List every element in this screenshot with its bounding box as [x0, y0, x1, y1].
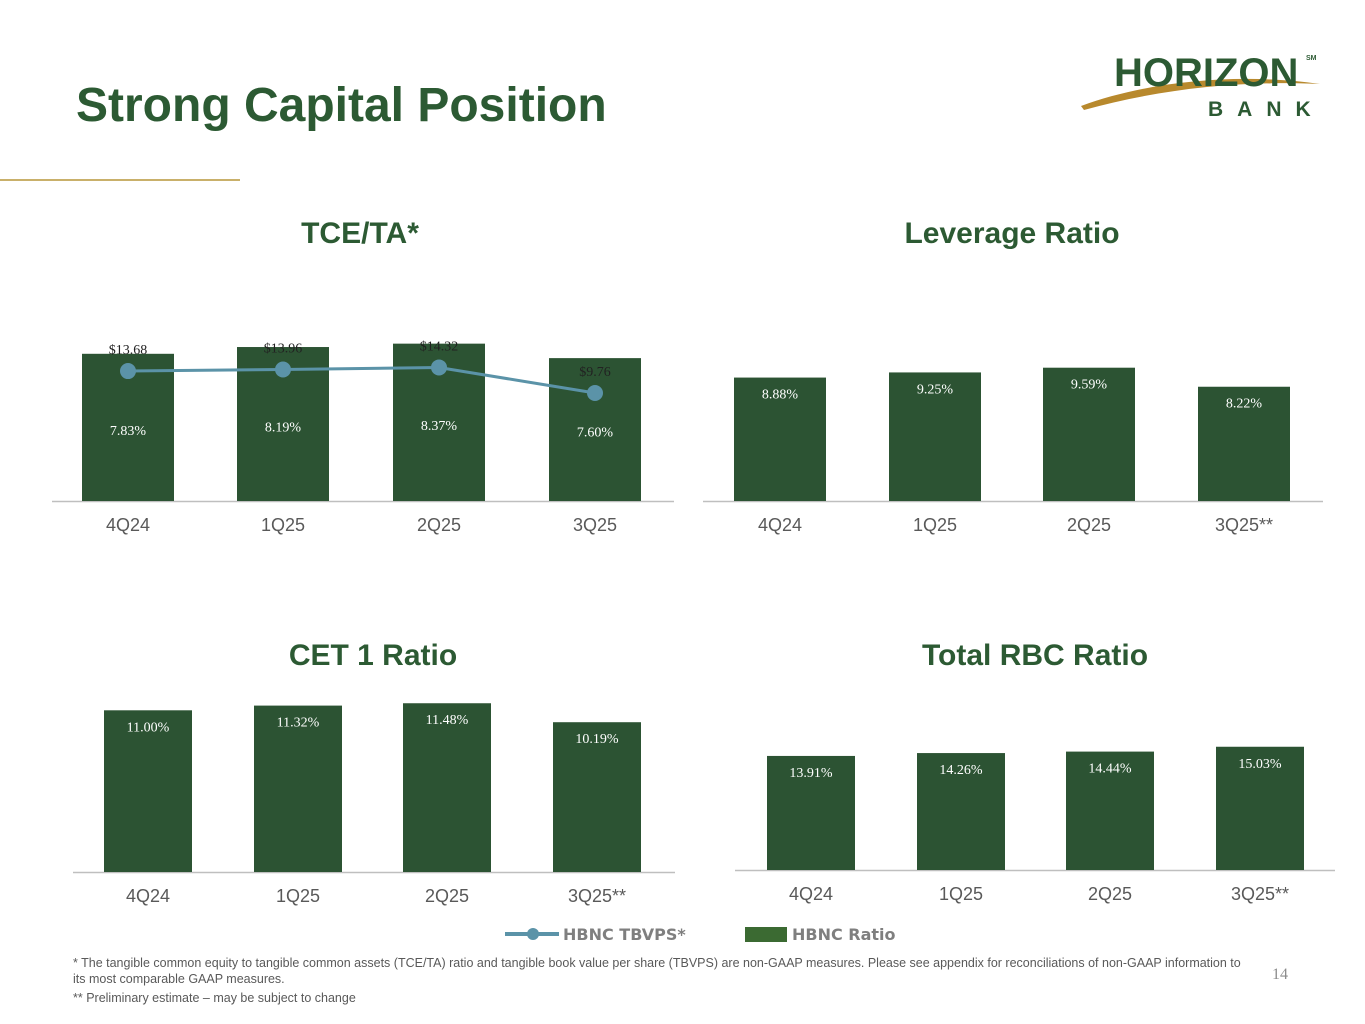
- line-marker-icon: [505, 928, 559, 940]
- legend-line-label: HBNC TBVPS*: [563, 924, 686, 944]
- title-underline: [0, 179, 240, 181]
- rbc-bar-label: 15.03%: [1238, 757, 1282, 772]
- rbc-bar-4Q24: [767, 755, 855, 870]
- tce-bar-label: 7.60%: [577, 426, 614, 441]
- leverage-bar-2Q25: [1043, 367, 1135, 501]
- cet1-tick-label: 2Q25: [425, 886, 469, 906]
- rbc-bar-2Q25: [1066, 751, 1154, 870]
- rbc-tick-label: 3Q25**: [1231, 884, 1289, 904]
- leverage-bar-label: 8.88%: [762, 388, 799, 403]
- tce-tbvps-label: $9.76: [579, 365, 611, 380]
- tce-tbvps-point: [120, 363, 136, 380]
- tce-tbvps-label: $14.32: [420, 339, 459, 354]
- leverage-chart: 8.88% 4Q24 9.25% 1Q25 9.59% 2Q25 8.22% 3Q25**: [703, 367, 1323, 535]
- leverage-bar-label: 9.25%: [917, 382, 954, 397]
- logo-name: HORIZON: [1114, 51, 1298, 95]
- cet1-bar-3Q25**: [553, 722, 641, 872]
- leverage-bar-3Q25**: [1198, 386, 1290, 501]
- legend-bar-label: HBNC Ratio: [792, 924, 896, 944]
- cet1-tick-label: 3Q25**: [568, 886, 626, 906]
- leverage-chart-title: Leverage Ratio: [904, 217, 1120, 250]
- tce-tick-label: 1Q25: [261, 515, 305, 535]
- rbc-bar-1Q25: [917, 753, 1005, 870]
- tce-chart: 7.83% 4Q24 8.19% 1Q25 8.37% 2Q25 7.60% 3Q25 $13.…: [52, 339, 674, 535]
- leverage-bar-label: 8.22%: [1226, 397, 1263, 412]
- cet1-bar-1Q25: [254, 705, 342, 872]
- legend-line: HBNC TBVPS*: [505, 922, 686, 946]
- leverage-tick-label: 3Q25**: [1215, 515, 1273, 535]
- rbc-tick-label: 1Q25: [939, 884, 983, 904]
- bar-swatch-icon: [745, 926, 787, 942]
- legend-bar: HBNC Ratio: [745, 922, 896, 946]
- tce-bar-3Q25: [549, 358, 641, 501]
- leverage-bar-1Q25: [889, 372, 981, 501]
- rbc-bar-label: 14.44%: [1088, 762, 1132, 777]
- rbc-bar-label: 14.26%: [939, 763, 983, 778]
- footnote-preliminary: ** Preliminary estimate – may be subject…: [73, 991, 356, 1005]
- cet1-bar-label: 11.00%: [127, 720, 170, 735]
- cet1-chart: 11.00% 4Q24 11.32% 1Q25 11.48% 2Q25 10.19% 3Q25…: [73, 703, 675, 906]
- leverage-tick-label: 2Q25: [1067, 515, 1111, 535]
- tce-tick-label: 2Q25: [417, 515, 461, 535]
- logo-sub: BANK: [1208, 98, 1325, 121]
- rbc-tick-label: 4Q24: [789, 884, 833, 904]
- cet1-bar-4Q24: [104, 710, 192, 872]
- tce-bar-label: 7.83%: [110, 424, 147, 439]
- tce-tbvps-point: [275, 361, 291, 378]
- cet1-bar-label: 11.32%: [277, 716, 320, 731]
- page-title: Strong Capital Position: [76, 79, 607, 132]
- rbc-bar-label: 13.91%: [789, 766, 833, 781]
- rbc-chart-title: Total RBC Ratio: [921, 639, 1149, 672]
- cet1-bar-label: 11.48%: [426, 713, 469, 728]
- cet1-bar-2Q25: [403, 703, 491, 872]
- rbc-chart: 13.91% 4Q24 14.26% 1Q25 14.44% 2Q25 15.03% 3Q25…: [735, 746, 1335, 904]
- cet1-tick-label: 1Q25: [276, 886, 320, 906]
- leverage-tick-label: 4Q24: [758, 515, 802, 535]
- tce-tick-label: 3Q25: [573, 515, 617, 535]
- tce-tick-label: 4Q24: [106, 515, 150, 535]
- cet1-bar-label: 10.19%: [575, 732, 619, 747]
- tce-tbvps-label: $13.68: [109, 343, 148, 358]
- footnote-nongaap: * The tangible common equity to tangible…: [73, 956, 1241, 986]
- tce-tbvps-label: $13.96: [264, 341, 303, 356]
- leverage-bar-4Q24: [734, 377, 826, 501]
- leverage-bar-label: 9.59%: [1071, 378, 1108, 393]
- logo-mark: SM: [1306, 55, 1317, 62]
- tce-tbvps-point: [431, 359, 447, 376]
- leverage-tick-label: 1Q25: [913, 515, 957, 535]
- tce-tbvps-point: [587, 385, 603, 401]
- rbc-bar-3Q25**: [1216, 746, 1304, 870]
- rbc-tick-label: 2Q25: [1088, 884, 1132, 904]
- tce-chart-title: TCE/TA*: [301, 217, 419, 250]
- cet1-tick-label: 4Q24: [126, 886, 170, 906]
- tce-bar-label: 8.37%: [421, 419, 458, 434]
- tce-tbvps-line: [127, 365, 596, 395]
- cet1-chart-title: CET 1 Ratio: [288, 639, 458, 672]
- tce-bar-label: 8.19%: [265, 421, 302, 436]
- page-number: 14: [1272, 966, 1288, 983]
- horizon-bank-logo: HORIZON BANK SM: [1081, 51, 1325, 121]
